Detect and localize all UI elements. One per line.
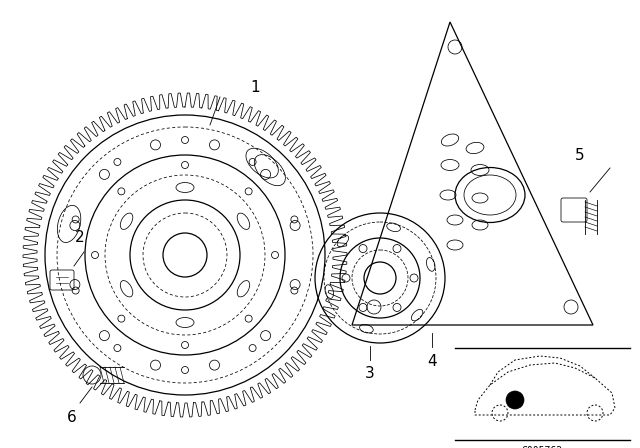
Text: 3: 3 <box>365 366 375 382</box>
Text: C005762: C005762 <box>522 446 563 448</box>
Text: 5: 5 <box>575 147 585 163</box>
Circle shape <box>506 391 524 409</box>
Text: 4: 4 <box>427 353 437 369</box>
Text: 6: 6 <box>67 409 77 425</box>
Text: 1: 1 <box>250 79 260 95</box>
Text: 2: 2 <box>75 231 85 246</box>
